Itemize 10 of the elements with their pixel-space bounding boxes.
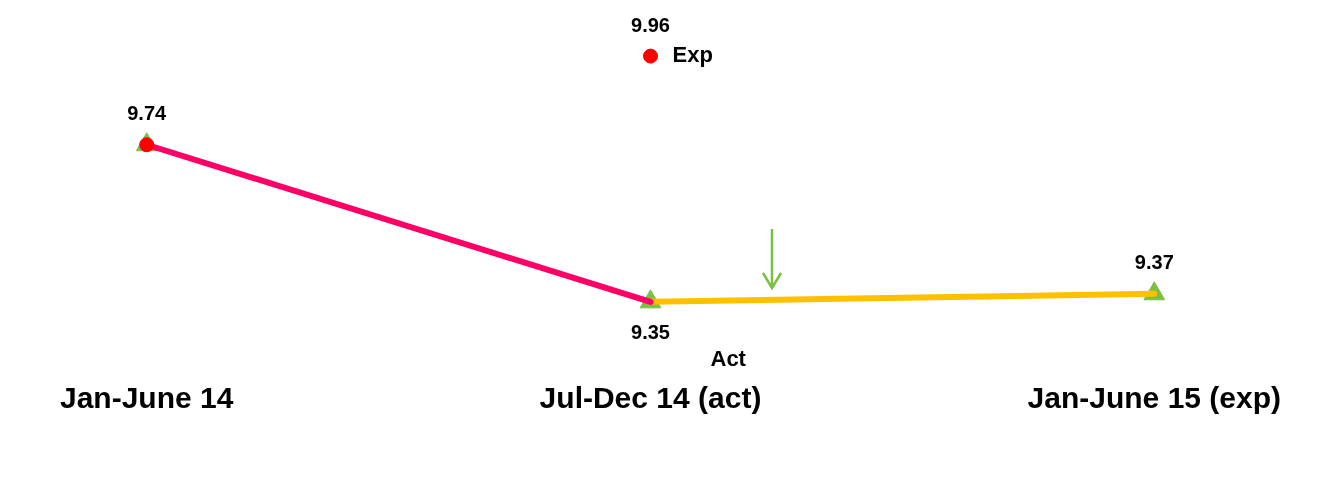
x-tick-label: Jan-June 15 (exp) — [1027, 381, 1281, 415]
data-label: 9.35 — [631, 321, 670, 344]
series-label: Exp — [672, 42, 713, 68]
text: Act — [710, 345, 747, 371]
data-label: 9.96 — [631, 13, 670, 36]
x-tick-label: Jan-June 14 — [59, 381, 234, 415]
point — [643, 48, 658, 64]
data-label: 9.37 — [1134, 251, 1174, 274]
x-tick-label: Jul-Dec 14 (act) — [539, 381, 762, 415]
data-label: 9.74 — [127, 102, 168, 125]
